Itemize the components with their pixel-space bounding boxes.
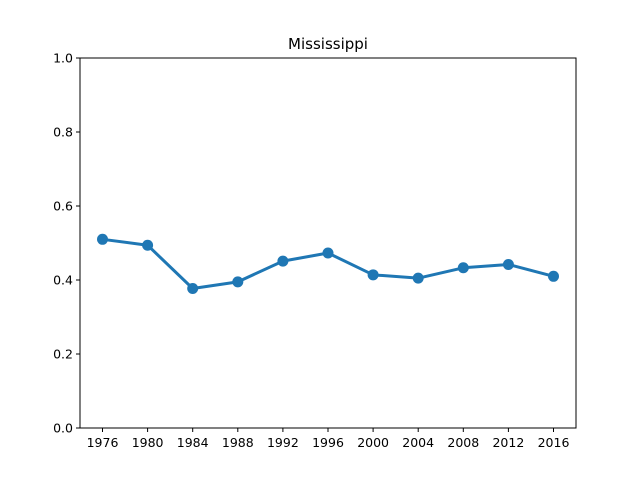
x-tick-label: 2016 [538, 435, 570, 450]
x-tick-label: 1984 [177, 435, 209, 450]
y-tick-label: 0.4 [53, 273, 73, 288]
y-tick-label: 0.8 [53, 125, 73, 140]
plot-frame [79, 57, 577, 429]
x-tick-label: 2000 [357, 435, 389, 450]
data-point [457, 262, 469, 274]
x-tick-label: 1976 [87, 435, 119, 450]
data-point [322, 247, 334, 259]
series-line [101, 237, 555, 291]
y-tick-label: 0.6 [53, 199, 73, 214]
chart-title: Mississippi [288, 35, 368, 53]
data-point [502, 258, 514, 270]
data-point [412, 272, 424, 284]
series-layer [97, 233, 559, 295]
data-point [187, 283, 199, 295]
x-tick-label: 1988 [222, 435, 254, 450]
y-tick-label: 0.0 [53, 421, 73, 436]
data-point [97, 233, 108, 245]
x-tick-label: 2004 [402, 435, 434, 450]
data-point [277, 255, 289, 267]
data-point [367, 269, 379, 281]
x-tick-label: 1980 [132, 435, 164, 450]
x-tick-label: 2012 [492, 435, 524, 450]
x-tick-label: 1992 [267, 435, 299, 450]
x-tick-label: 2008 [447, 435, 479, 450]
x-axis: 1976 1980 1984 1988 1992 1996 2000 2004 2008 2012… [87, 428, 570, 450]
data-point [142, 239, 154, 251]
y-tick-label: 1.0 [53, 51, 73, 66]
y-axis: 0.0 0.2 0.4 0.6 0.8 1.0 [53, 51, 80, 436]
data-point [232, 276, 244, 288]
data-point [548, 270, 559, 282]
y-tick-label: 0.2 [53, 347, 73, 362]
x-tick-label: 1996 [312, 435, 344, 450]
